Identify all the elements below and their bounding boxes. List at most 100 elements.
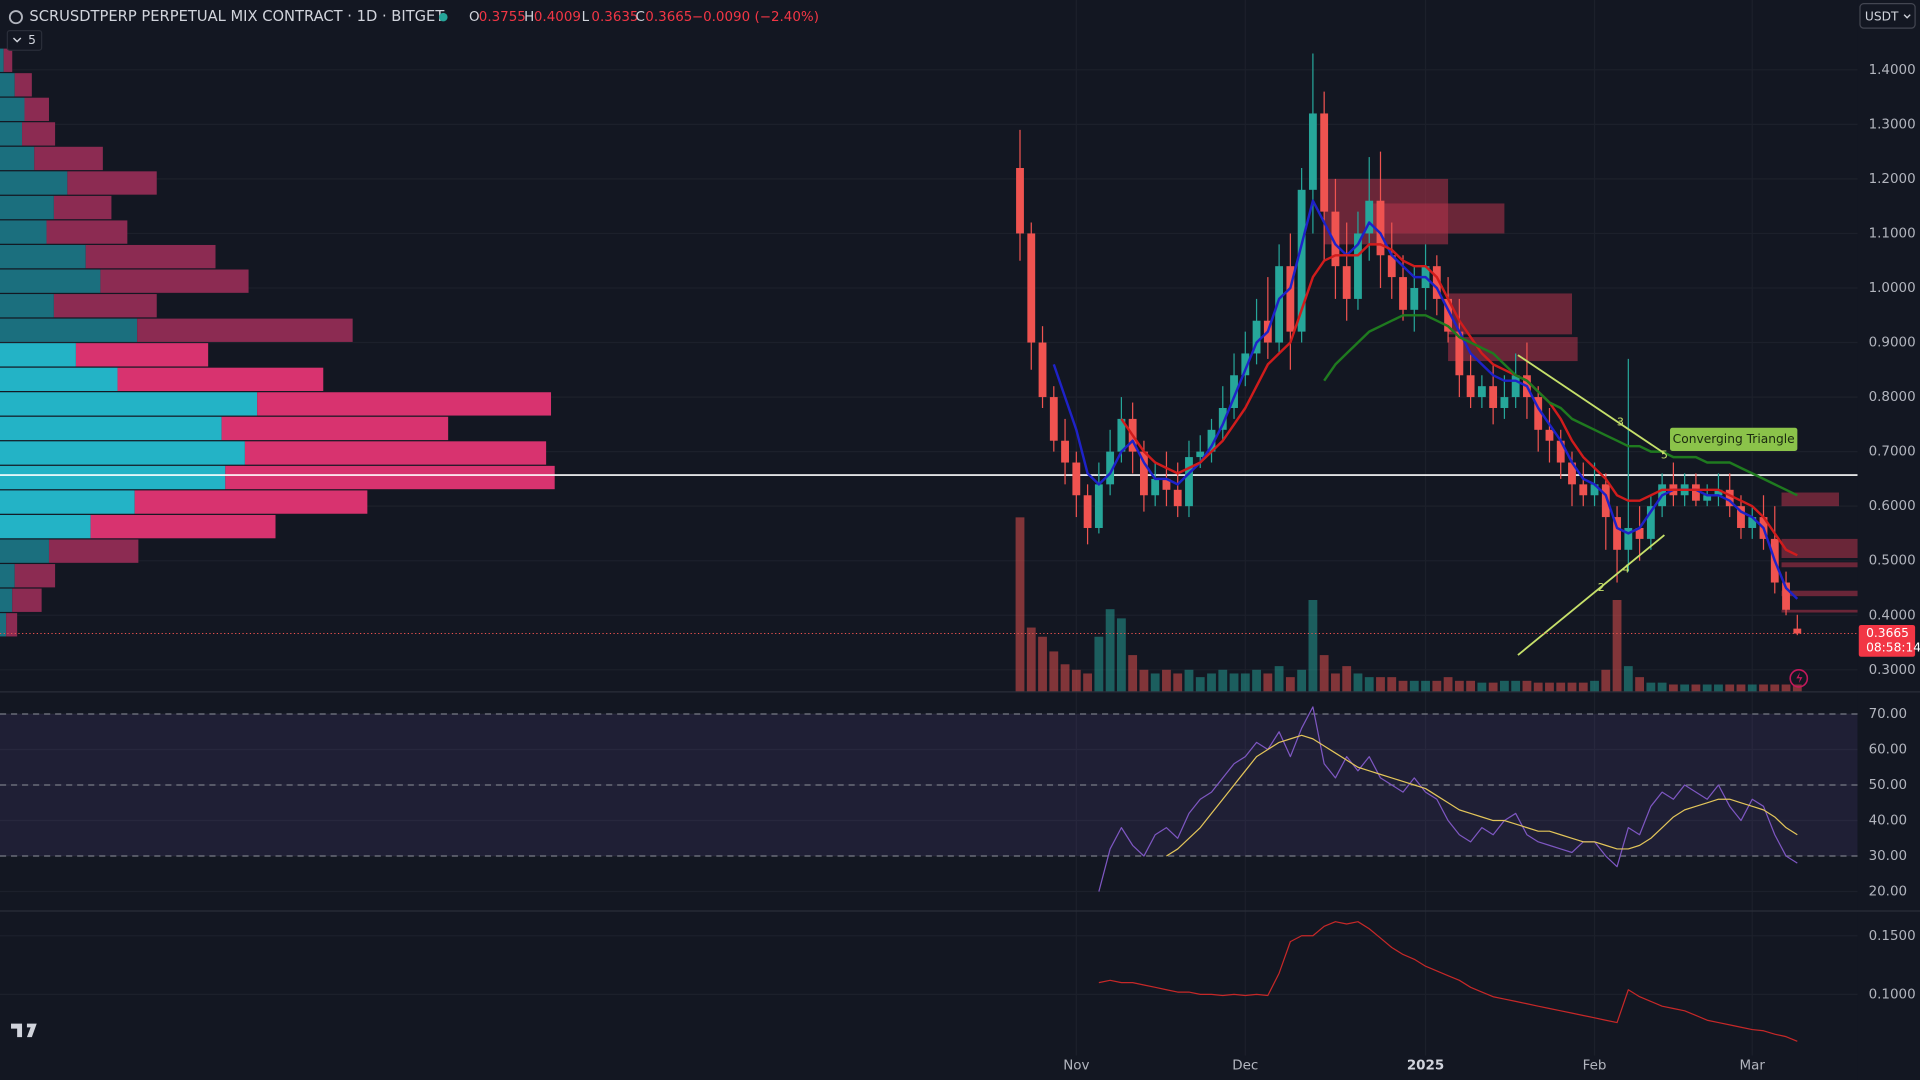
profile-buy — [0, 318, 138, 342]
candle-body — [1444, 298, 1452, 332]
volume-bar — [1556, 682, 1566, 692]
candle-body — [1016, 167, 1024, 234]
supply-zone — [1781, 609, 1859, 613]
candle-body — [1151, 478, 1160, 496]
x-tick-label: Dec — [1232, 1058, 1258, 1073]
collapse-box[interactable] — [6, 30, 43, 51]
volume-bar — [1477, 682, 1487, 692]
volume-bar — [1297, 669, 1307, 692]
volume-bar — [1015, 517, 1025, 692]
currency-box[interactable] — [1859, 3, 1916, 29]
profile-sell — [75, 343, 209, 367]
volume-bar — [1026, 627, 1036, 692]
candle-body — [1500, 397, 1509, 408]
y-tick-label: 60.00 — [1869, 743, 1908, 758]
volume-bar — [1725, 684, 1735, 692]
volume-bar — [1150, 673, 1160, 692]
y-tick-label: 0.1500 — [1869, 929, 1916, 944]
supply-zone — [1781, 590, 1859, 597]
y-tick-label: 1.0000 — [1869, 281, 1916, 296]
candle-body — [1196, 451, 1205, 458]
candle-body — [1466, 375, 1475, 398]
candle-body — [1162, 478, 1171, 490]
pattern-point: 5 — [1661, 448, 1668, 461]
volume-bar — [1567, 682, 1577, 692]
volume-bar — [1714, 684, 1723, 692]
volume-bar — [1387, 677, 1397, 692]
profile-sell — [53, 294, 157, 318]
volume-bar — [1668, 684, 1678, 692]
candle-body — [1455, 331, 1464, 376]
x-tick-label: Feb — [1583, 1058, 1607, 1073]
candle-body — [1354, 233, 1362, 299]
volume-bar — [1443, 677, 1453, 692]
volume-bar — [1331, 673, 1340, 692]
profile-sell — [22, 122, 56, 146]
profile-sell — [257, 392, 552, 416]
candle-body — [1432, 266, 1441, 299]
profile-sell — [53, 195, 112, 220]
candle-body — [1094, 484, 1103, 528]
volume-bar — [1049, 651, 1059, 692]
volume-bar — [1590, 680, 1599, 692]
volume-bar — [1060, 664, 1070, 692]
candle-body — [1365, 200, 1374, 234]
annotation-box — [1670, 427, 1798, 451]
tv-logo[interactable] — [11, 1023, 37, 1038]
ohlc-value: 0.3635 — [591, 10, 638, 25]
alert-circle[interactable] — [1789, 669, 1809, 688]
volume-bar — [1240, 673, 1250, 692]
collapse-button[interactable]: 5 — [6, 30, 43, 51]
y-tick-label: 0.9000 — [1869, 336, 1916, 351]
profile-sell — [48, 539, 139, 563]
candle-body — [1218, 407, 1227, 430]
profile-sell — [12, 588, 42, 612]
volume-bar — [1319, 655, 1329, 692]
volume-bar — [1263, 673, 1273, 692]
candle-body — [1140, 451, 1148, 496]
candle-body — [1511, 375, 1520, 398]
volume-bar — [1116, 618, 1126, 692]
y-tick-label: 50.00 — [1869, 778, 1908, 793]
profile-buy — [0, 343, 76, 367]
supply-zone — [1781, 492, 1839, 507]
volume-bar — [1083, 673, 1092, 692]
profile-sell — [24, 97, 49, 122]
candle-body — [1725, 489, 1734, 507]
candle-body — [1173, 489, 1182, 507]
profile-buy — [0, 48, 4, 72]
moving-average — [1323, 314, 1798, 497]
volume-bar — [1792, 684, 1802, 692]
candle-body — [1072, 462, 1081, 496]
chevron — [12, 37, 22, 43]
profile-sell — [14, 564, 56, 588]
candle-body — [1038, 342, 1047, 398]
candle-body — [1782, 582, 1790, 610]
volume-bar — [1421, 680, 1430, 692]
candle-body — [1748, 517, 1757, 528]
candle-body — [1692, 484, 1700, 501]
volume-bar — [1128, 655, 1138, 692]
last-price-label: 0.3665 — [1866, 626, 1909, 640]
profile-sell — [34, 146, 103, 171]
profile-buy — [0, 171, 68, 195]
candle-body — [1376, 200, 1385, 256]
ohlc-label: L — [582, 10, 590, 25]
volume-bar — [1195, 677, 1205, 692]
ohlc-label: H — [524, 10, 534, 25]
volume-bar — [1094, 636, 1104, 692]
currency-button[interactable]: USDT — [1859, 3, 1916, 29]
y-tick-label: 1.4000 — [1869, 63, 1916, 78]
alert-icon[interactable] — [1789, 669, 1809, 688]
volume-bar — [1139, 669, 1149, 692]
candle-body — [1286, 266, 1295, 332]
volume-bar — [1173, 673, 1183, 692]
ohlc-label: O — [469, 10, 480, 25]
candle-body — [1590, 484, 1599, 496]
volume-bar — [1038, 636, 1047, 692]
candle-body — [1049, 397, 1058, 441]
candle-body — [1308, 113, 1317, 190]
profile-sell — [137, 318, 353, 342]
candle-body — [1083, 495, 1092, 528]
